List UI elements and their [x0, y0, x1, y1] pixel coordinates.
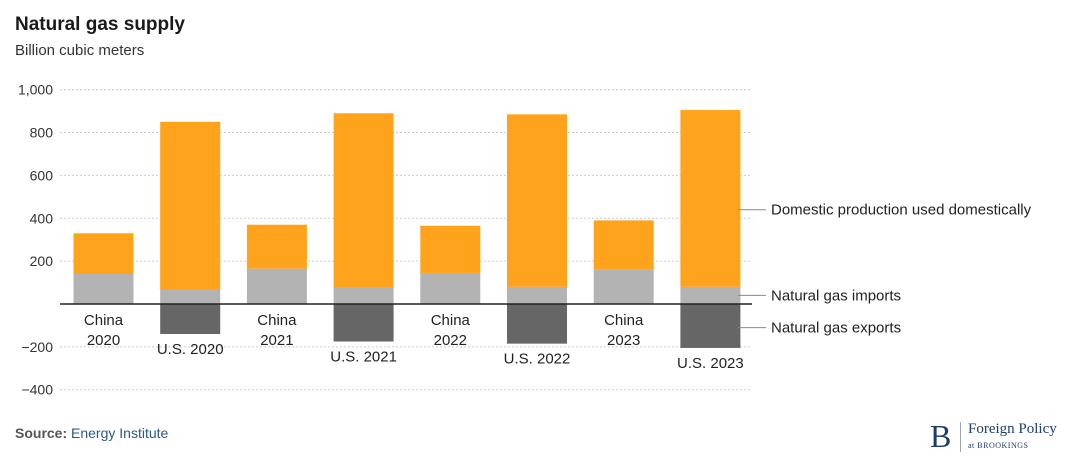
- category-label: China: [604, 312, 644, 329]
- y-tick-label: 800: [30, 125, 54, 141]
- bar-imports: [73, 273, 134, 304]
- category-label: U.S. 2023: [677, 355, 744, 372]
- category-label: 2023: [607, 332, 640, 349]
- bar-imports: [246, 268, 307, 304]
- logo-subtitle: at BROOKINGS: [968, 441, 1029, 450]
- y-tick-label: 600: [30, 167, 54, 183]
- bar-imports: [420, 272, 481, 304]
- bar-domestic: [420, 225, 481, 273]
- category-label: U.S. 2022: [504, 351, 571, 368]
- bar-exports: [507, 304, 567, 344]
- bar-domestic: [246, 224, 307, 269]
- bar-domestic: [507, 114, 567, 287]
- bar-imports: [333, 287, 394, 304]
- bar-imports: [160, 288, 221, 304]
- series-annotation: Natural gas imports: [771, 287, 901, 304]
- logo-name: Foreign Policy: [968, 421, 1057, 437]
- category-label: U.S. 2020: [157, 341, 224, 358]
- bar-exports: [333, 304, 394, 342]
- category-label: U.S. 2021: [330, 349, 397, 366]
- logo-divider: [960, 422, 961, 452]
- series-annotation: Natural gas exports: [771, 320, 901, 337]
- y-tick-label: 1,000: [18, 82, 53, 98]
- y-tick-label: 400: [30, 210, 54, 226]
- bar-exports: [160, 304, 221, 335]
- category-label: China: [84, 312, 124, 329]
- bar-imports: [593, 269, 654, 304]
- foreign-policy-logo[interactable]: B Foreign Policy at BROOKINGS: [930, 418, 1070, 458]
- y-tick-label: 200: [30, 253, 54, 269]
- category-label: 2022: [434, 332, 467, 349]
- bar-domestic: [333, 113, 394, 288]
- bar-domestic: [593, 220, 654, 270]
- source-note: Source: Energy Institute: [15, 425, 168, 441]
- category-label: China: [431, 312, 471, 329]
- bar-exports: [680, 304, 741, 348]
- logo-mark: B: [930, 418, 952, 454]
- series-annotation: Domestic production used domestically: [771, 202, 1032, 219]
- source-label: Source:: [15, 425, 68, 441]
- chart-subtitle: Billion cubic meters: [15, 42, 145, 59]
- y-tick-label: −400: [21, 382, 53, 398]
- bar-domestic: [680, 110, 741, 287]
- chart-title: Natural gas supply: [15, 14, 185, 35]
- source-link[interactable]: Energy Institute: [71, 425, 169, 441]
- category-label: China: [257, 312, 297, 329]
- bar-domestic: [73, 233, 134, 274]
- category-label: 2021: [260, 332, 293, 349]
- bar-domestic: [160, 121, 221, 289]
- bar-imports: [680, 286, 741, 304]
- category-label: 2020: [87, 332, 120, 349]
- y-tick-label: −200: [21, 339, 53, 355]
- bar-imports: [507, 286, 567, 304]
